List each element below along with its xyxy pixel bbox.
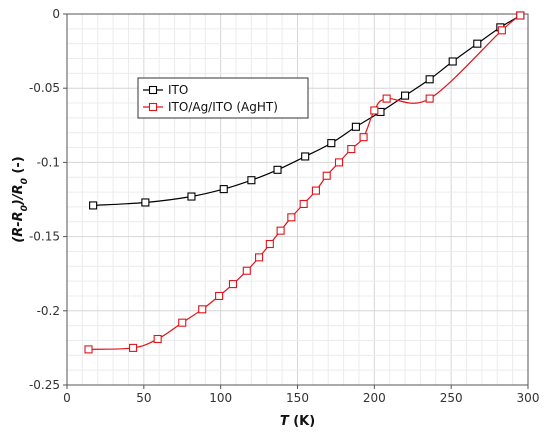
data-point-marker [359, 133, 368, 142]
x-axis-title: T (K) [280, 414, 315, 429]
data-point-marker [448, 57, 457, 66]
y-axis-title-subscript: 0 [20, 178, 30, 184]
data-point-marker [247, 176, 256, 185]
data-point-marker [299, 199, 308, 209]
x-tick-label: 50 [136, 391, 151, 405]
y-axis-title-part: (R-R [11, 211, 26, 242]
x-tick-label: 250 [440, 391, 463, 405]
x-tick-label: 200 [363, 391, 386, 405]
y-axis-title: (R-R0)/R0 (-) [11, 156, 30, 242]
data-point-marker [311, 186, 320, 195]
data-point-marker [198, 305, 207, 314]
x-tick-label: 100 [209, 391, 232, 405]
data-point-marker [187, 192, 196, 201]
x-tick-label: 150 [286, 391, 309, 405]
data-point-marker [273, 165, 282, 174]
data-point-marker [473, 39, 482, 48]
data-point-marker [287, 213, 296, 222]
grid [66, 13, 529, 386]
data-point-marker [219, 185, 228, 194]
data-point-marker [347, 144, 356, 154]
series-layer [84, 11, 525, 354]
legend-item: ITO/Ag/ITO (AgHT) [143, 100, 278, 114]
y-axis-title-subscript: 0 [20, 205, 30, 211]
x-axis-title-symbol: T [280, 414, 290, 429]
data-point-marker [276, 226, 285, 235]
y-axis-title-part: )/R [11, 184, 26, 206]
x-axis-ticks: 0 50 100 150 200 250 300 [63, 385, 539, 405]
data-point-marker [84, 345, 93, 354]
legend-marker-swatch [148, 102, 158, 112]
legend: ITO ITO/Ag/ITO (AgHT) [137, 77, 309, 119]
data-point-marker [129, 343, 138, 352]
data-point-marker [327, 139, 336, 148]
legend-item: ITO [143, 83, 188, 97]
data-point-marker [382, 94, 391, 103]
data-point-marker [334, 158, 344, 167]
y-tick-label: -0.05 [29, 81, 60, 95]
legend-label: ITO/Ag/ITO (AgHT) [168, 100, 278, 114]
y-tick-label: 0 [52, 7, 60, 21]
series-ito [89, 11, 525, 210]
data-point-marker [425, 94, 434, 103]
data-point-marker [425, 75, 434, 84]
data-point-marker [141, 198, 150, 207]
y-tick-label: -0.25 [29, 378, 60, 392]
x-tick-label: 0 [63, 391, 71, 405]
legend-marker-swatch [148, 85, 158, 95]
y-tick-label: -0.2 [37, 304, 60, 318]
data-point-marker [178, 318, 187, 327]
x-tick-label: 300 [517, 391, 540, 405]
data-point-marker [497, 26, 506, 35]
legend-label: ITO [168, 83, 188, 97]
data-point-marker [242, 266, 251, 275]
data-point-marker [351, 122, 360, 131]
data-point-marker [153, 334, 162, 344]
data-point-marker [370, 106, 379, 115]
y-tick-label: -0.15 [29, 230, 60, 244]
y-axis-title-part: (-) [11, 156, 26, 178]
series-ito-ag-ito [84, 11, 525, 354]
data-point-marker [228, 280, 238, 289]
data-point-marker [215, 291, 224, 301]
data-point-marker [89, 201, 98, 210]
legend-box [137, 77, 309, 119]
data-point-marker [255, 253, 264, 262]
x-axis-title-unit: (K) [289, 414, 315, 429]
data-point-marker [265, 239, 274, 249]
series-line [88, 15, 521, 350]
series-line [93, 14, 521, 206]
data-point-marker [301, 152, 310, 161]
data-point-marker [322, 171, 331, 180]
data-point-marker [516, 11, 525, 20]
y-tick-label: -0.1 [37, 155, 60, 169]
data-point-marker [401, 91, 410, 100]
y-axis-ticks: -0.25 -0.2 -0.15 -0.1 -0.05 0 [29, 7, 67, 392]
